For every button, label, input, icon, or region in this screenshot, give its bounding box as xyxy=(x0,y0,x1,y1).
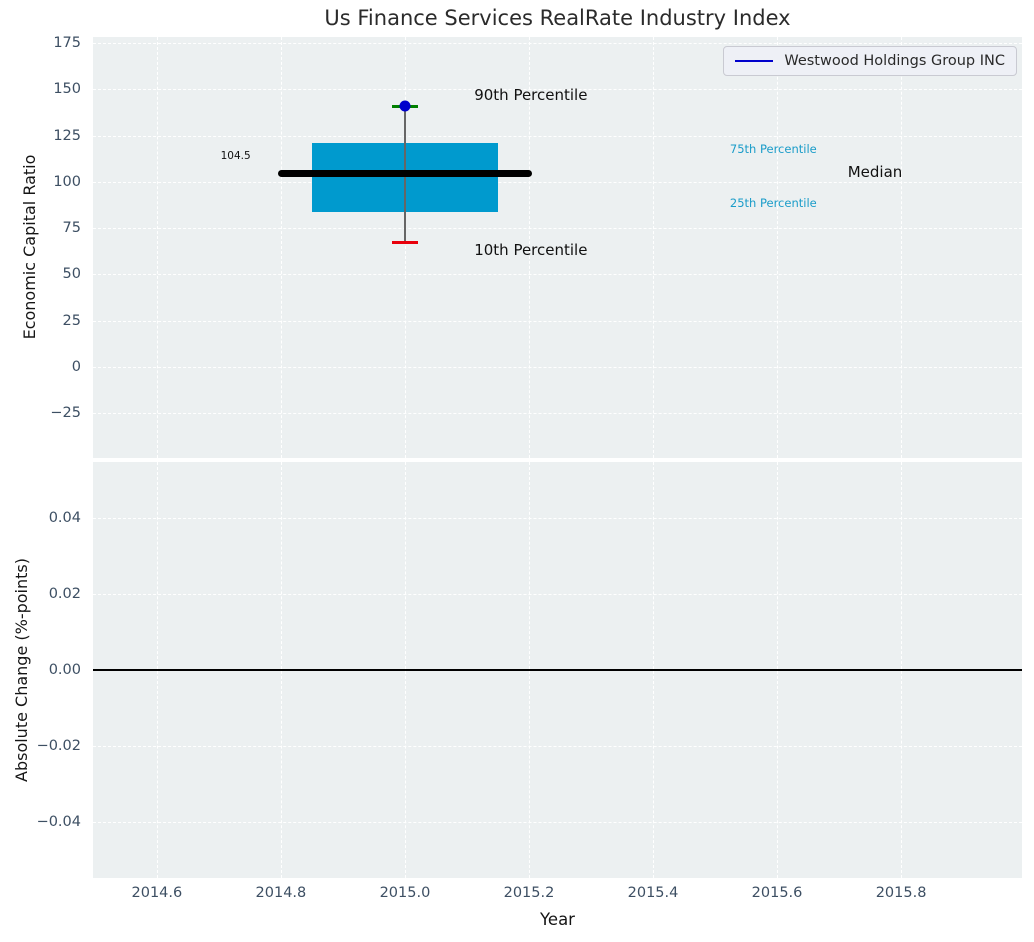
y-gridline xyxy=(93,320,1022,322)
bottom-y-tick-gutter: 0.04 0.02 0.00 −0.02 −0.04 xyxy=(0,462,88,878)
y-tick-label: 0.04 xyxy=(48,509,81,526)
y-tick-label: −0.02 xyxy=(36,738,81,755)
legend-label: Westwood Holdings Group INC xyxy=(784,53,1005,69)
median-line xyxy=(277,170,533,178)
top-y-tick-gutter: 175 150 125 100 75 50 25 0 −25 xyxy=(0,35,88,458)
y-tick-label: 175 xyxy=(53,35,81,52)
annotation-median: Median xyxy=(847,162,903,181)
top-axes: Westwood Holdings Group INC 104.5 90th Pe… xyxy=(93,37,1022,458)
y-gridline xyxy=(93,366,1022,368)
bottom-axes xyxy=(93,462,1022,878)
y-tick-label: 125 xyxy=(53,127,81,144)
x-tick-label: 2015.8 xyxy=(875,885,927,901)
x-gridline xyxy=(901,37,903,458)
x-tick-label: 2014.8 xyxy=(255,885,307,901)
x-tick-labels: 2014.6 2014.8 2015.0 2015.2 2015.4 2015.6 2015… xyxy=(93,885,1022,905)
annotation-75th-percentile: 75th Percentile xyxy=(729,141,817,156)
y-tick-label: −0.04 xyxy=(36,814,81,831)
y-tick-label: 0.00 xyxy=(48,662,81,678)
company-marker xyxy=(399,100,411,112)
chart-title: Us Finance Services RealRate Industry In… xyxy=(324,6,791,30)
p10-cap xyxy=(391,240,418,244)
x-gridline xyxy=(280,37,282,458)
y-tick-label: 0 xyxy=(71,358,81,375)
y-tick-label: 25 xyxy=(62,312,81,329)
y-tick-label: 100 xyxy=(53,173,81,190)
x-axis-label: Year xyxy=(540,910,575,929)
y-gridline xyxy=(93,274,1022,276)
x-tick-label: 2015.0 xyxy=(379,885,431,901)
x-gridline xyxy=(528,37,530,458)
x-gridline xyxy=(404,37,406,458)
y-gridline xyxy=(93,135,1022,137)
y-gridline xyxy=(93,517,1022,519)
annotation-25th-percentile: 25th Percentile xyxy=(729,196,817,211)
legend: Westwood Holdings Group INC xyxy=(723,46,1017,76)
y-gridline xyxy=(93,822,1022,824)
x-gridline xyxy=(156,37,158,458)
y-gridline xyxy=(93,181,1022,183)
x-tick-label: 2015.2 xyxy=(503,885,555,901)
y-gridline xyxy=(93,43,1022,45)
y-tick-label: 150 xyxy=(53,81,81,98)
y-gridline xyxy=(93,746,1022,748)
y-gridline xyxy=(93,228,1022,230)
annotation-90th-percentile: 90th Percentile xyxy=(474,85,588,104)
x-gridline xyxy=(653,37,654,458)
x-tick-label: 2014.6 xyxy=(131,885,183,901)
y-tick-label: 50 xyxy=(62,266,81,283)
y-tick-label: 75 xyxy=(62,220,81,237)
legend-line-swatch xyxy=(735,59,774,63)
annotation-104-5: 104.5 xyxy=(220,149,251,162)
y-gridline xyxy=(93,593,1022,595)
zero-line xyxy=(93,669,1022,671)
x-gridline xyxy=(777,37,779,458)
y-tick-label: −25 xyxy=(50,405,81,422)
x-tick-label: 2015.6 xyxy=(751,885,803,901)
x-tick-label: 2015.4 xyxy=(627,885,679,901)
annotation-10th-percentile: 10th Percentile xyxy=(474,241,588,260)
y-gridline xyxy=(93,89,1022,91)
y-gridline xyxy=(93,413,1022,415)
y-tick-label: 0.02 xyxy=(48,585,81,602)
